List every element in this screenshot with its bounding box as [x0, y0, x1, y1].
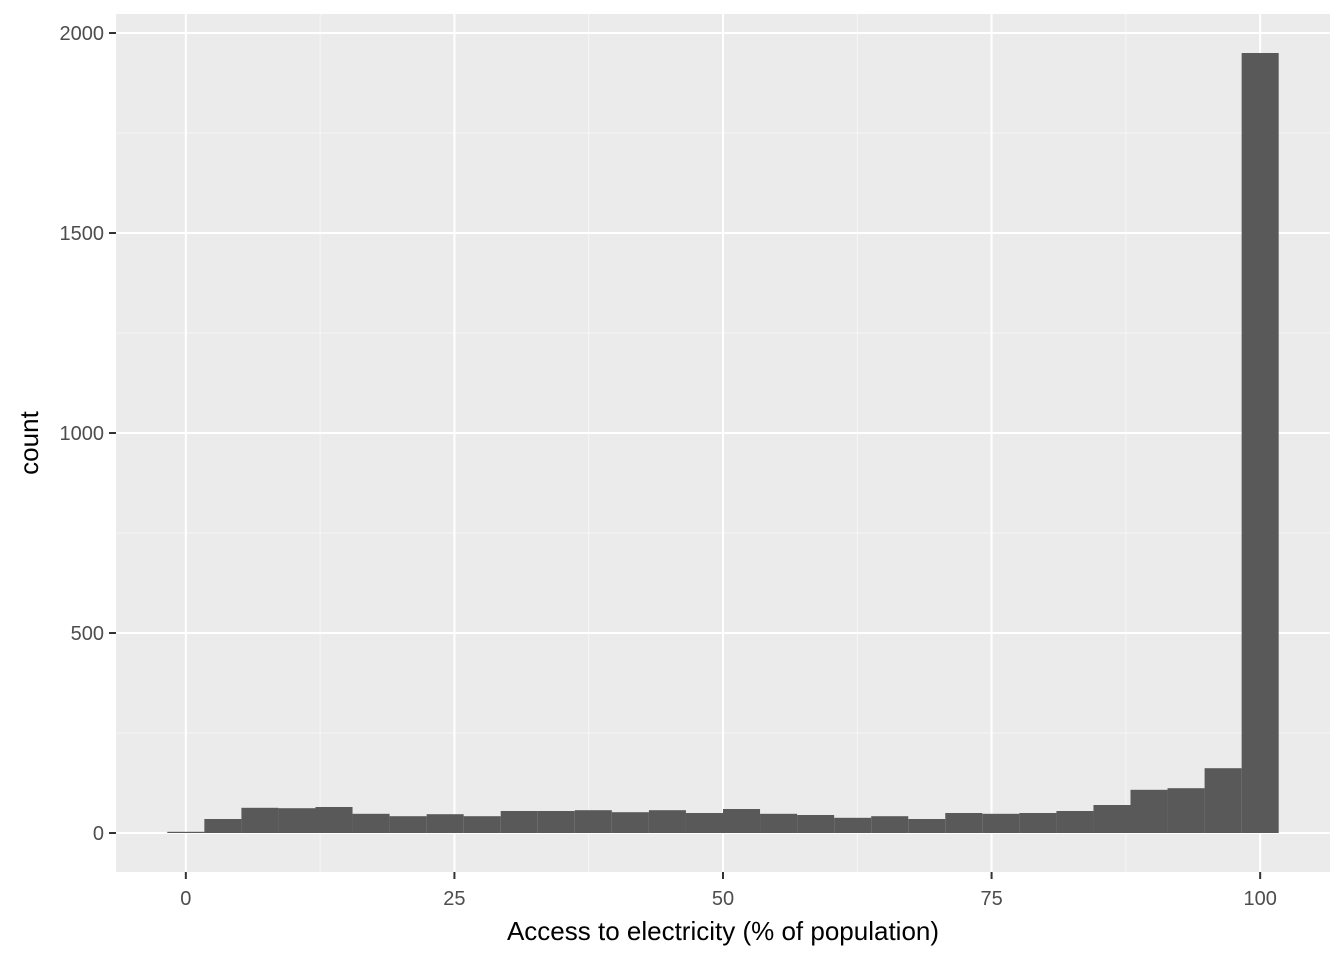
histogram-bars [167, 53, 1279, 833]
histogram-bar [389, 816, 427, 833]
histogram-bar [722, 809, 761, 833]
x-tick-label: 75 [980, 888, 1002, 910]
x-tick-label: 0 [180, 888, 191, 910]
x-tick-label: 50 [712, 888, 734, 910]
histogram-bar [537, 811, 575, 833]
histogram-bar [1167, 788, 1205, 833]
y-tick-label: 1000 [60, 423, 105, 445]
y-tick-label: 2000 [60, 23, 105, 45]
histogram-bar [426, 814, 464, 833]
histogram-bar [1056, 811, 1094, 833]
y-tick-label: 1500 [60, 223, 105, 245]
x-axis-title: Access to electricity (% of population) [507, 916, 939, 946]
histogram-bar [278, 808, 316, 833]
y-axis: 0 500 1000 1500 2000 [60, 23, 116, 845]
histogram-bar [982, 813, 1020, 833]
y-tick-label: 500 [71, 623, 104, 645]
histogram-bar [352, 813, 390, 833]
histogram-bar [463, 816, 501, 833]
histogram-bar [797, 815, 835, 833]
histogram-bar [1019, 813, 1057, 833]
histogram-bar [871, 816, 909, 833]
histogram-bar [167, 831, 205, 833]
histogram-bar [1204, 768, 1242, 833]
histogram-bar [648, 810, 686, 833]
histogram-bar [1130, 789, 1168, 833]
histogram-bar [685, 813, 724, 833]
histogram-bar [908, 819, 946, 833]
histogram-bar [574, 810, 612, 833]
y-tick-label: 0 [93, 823, 104, 845]
x-tick-label: 100 [1243, 888, 1276, 910]
x-tick-label: 25 [443, 888, 465, 910]
histogram-bar [611, 812, 649, 833]
histogram-bar [241, 807, 279, 833]
histogram-bar [834, 817, 872, 833]
histogram-bar [760, 813, 798, 833]
y-axis-title: count [14, 410, 44, 474]
x-axis: 0 25 50 75 100 [180, 872, 1277, 910]
histogram-bar [315, 807, 353, 833]
histogram-bar [945, 813, 983, 833]
histogram-bar [1093, 805, 1131, 833]
histogram-bar [500, 811, 538, 833]
histogram-bar [1241, 53, 1279, 833]
histogram-bar [204, 819, 242, 833]
